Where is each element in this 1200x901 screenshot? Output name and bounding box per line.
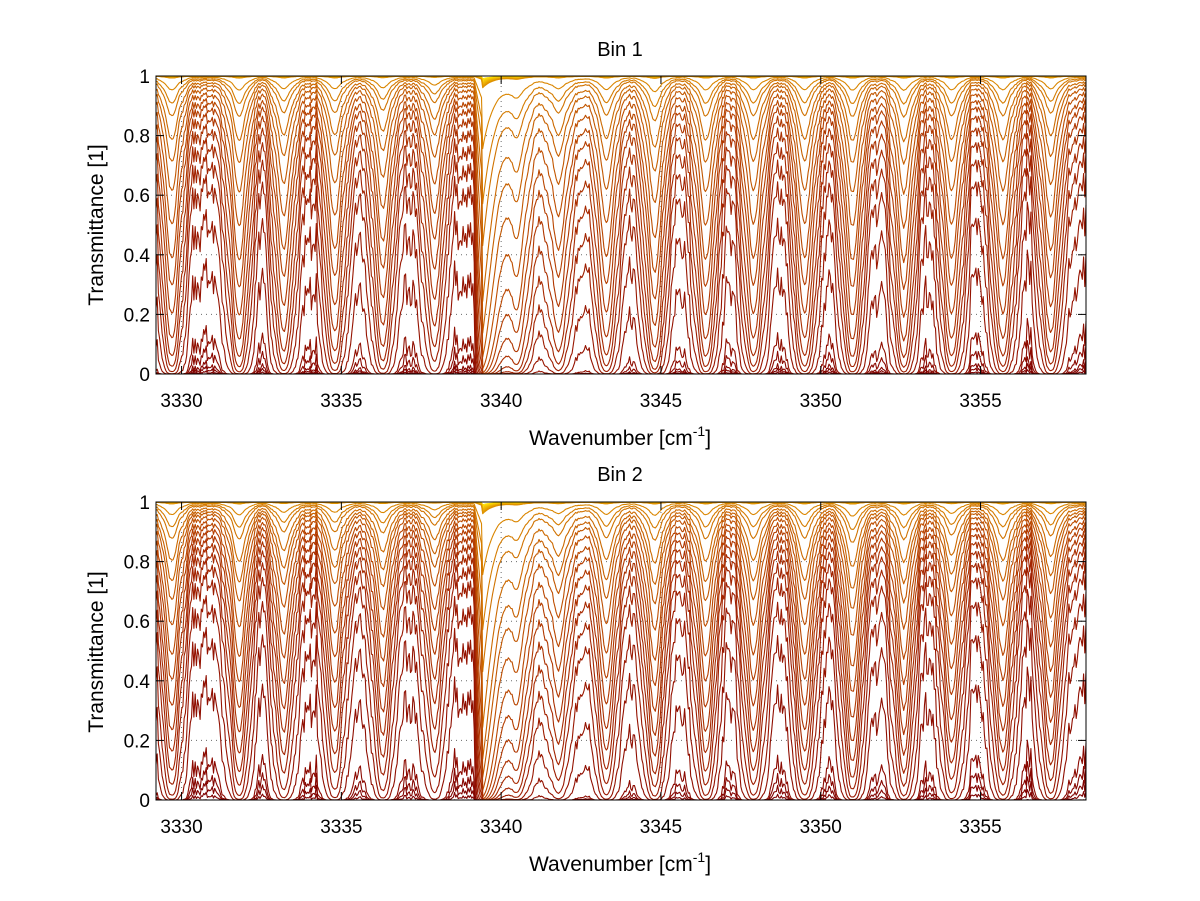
transmittance-curve: [155, 511, 1087, 778]
transmittance-curve: [155, 77, 1087, 205]
transmittance-curve: [155, 589, 1087, 801]
x-tick-label: 3335: [320, 817, 362, 838]
x-tick-label: 3330: [160, 391, 202, 412]
transmittance-curve: [155, 509, 1087, 760]
x-tick-label: 3355: [959, 391, 1001, 412]
axis-ticks: 3330 3335 3340 3345 3350 3355 0 0.2 0.4 0.6 0.8 1: [124, 493, 1086, 838]
transmittance-curve: [155, 120, 1087, 375]
chart-bin-2: Bin 2 3330 3335 3340 3345 3350 3355 0 0.2 0.4 0.6…: [85, 464, 1087, 876]
transmittance-curve: [155, 739, 1087, 801]
x-tick-label: 3345: [640, 817, 682, 838]
y-axis-label: Transmittance [1]: [85, 144, 108, 305]
transmittance-curve: [155, 504, 1087, 673]
x-tick-label: 3335: [320, 391, 362, 412]
x-axis-label: Wavenumber [cm-1]: [529, 849, 711, 876]
transmittance-curve: [155, 109, 1087, 375]
y-tick-label: 0.2: [124, 731, 150, 752]
transmittance-curve: [155, 86, 1087, 358]
x-tick-label: 3340: [480, 817, 522, 838]
chart-title: Bin 1: [597, 39, 643, 61]
transmittance-curve: [155, 514, 1087, 792]
transmittance-curve: [155, 523, 1087, 800]
transmittance-curve: [155, 148, 1087, 375]
chart-title: Bin 2: [597, 464, 643, 486]
x-axis-label: Wavenumber [cm-1]: [529, 423, 711, 450]
y-tick-label: 1: [139, 67, 150, 88]
y-tick-label: 1: [139, 493, 150, 514]
x-tick-label: 3330: [160, 817, 202, 838]
transmittance-curve: [155, 619, 1087, 801]
transmittance-curve: [155, 554, 1087, 801]
y-tick-label: 0: [139, 365, 150, 386]
transmittance-curve: [155, 502, 1087, 576]
y-tick-label: 0.4: [124, 672, 151, 693]
transmittance-curve: [155, 666, 1087, 801]
x-tick-label: 3350: [800, 391, 842, 412]
chart-bin-1: Bin 1 3330 3335 3340 3345 3350 3355 0 0.2 0.4 0.6…: [85, 39, 1087, 450]
plot-area: [155, 501, 1087, 801]
x-tick-label: 3340: [480, 391, 522, 412]
transmittance-curve: [155, 96, 1087, 374]
transmittance-curve: [155, 567, 1087, 801]
y-axis-label: Transmittance [1]: [85, 571, 108, 732]
y-tick-label: 0.4: [124, 246, 151, 267]
transmittance-curve: [155, 529, 1087, 801]
plot-area: [155, 75, 1087, 375]
transmittance-curve: [155, 76, 1087, 150]
axes-frame: [155, 75, 1087, 375]
y-tick-label: 0.2: [124, 305, 150, 326]
x-tick-label: 3350: [800, 817, 842, 838]
transmittance-curve: [155, 133, 1087, 375]
transmittance-curve: [155, 78, 1087, 247]
y-tick-label: 0.8: [124, 127, 150, 148]
transmittance-curve: [155, 535, 1087, 801]
transmittance-curve: [155, 317, 1087, 375]
axes-frame: [155, 501, 1087, 801]
transmittance-curve: [155, 543, 1087, 801]
transmittance-curve: [155, 101, 1087, 375]
transmittance-curve: [155, 506, 1087, 728]
transmittance-curve: [155, 90, 1087, 370]
x-tick-label: 3355: [959, 817, 1001, 838]
transmittance-curve: [155, 80, 1087, 302]
axis-ticks: 3330 3335 3340 3345 3350 3355 0 0.2 0.4 0.6 0.8 1: [124, 67, 1086, 412]
transmittance-curve: [155, 518, 1087, 798]
y-tick-label: 0.6: [124, 186, 150, 207]
y-tick-label: 0.8: [124, 553, 150, 574]
y-tick-label: 0: [139, 791, 150, 812]
transmittance-curve: [155, 503, 1087, 631]
x-tick-label: 3345: [640, 391, 682, 412]
transmittance-curve: [155, 249, 1087, 375]
transmittance-curve: [155, 168, 1087, 375]
transmittance-curve: [155, 83, 1087, 334]
transmittance-curve: [155, 201, 1087, 375]
y-tick-label: 0.6: [124, 612, 150, 633]
